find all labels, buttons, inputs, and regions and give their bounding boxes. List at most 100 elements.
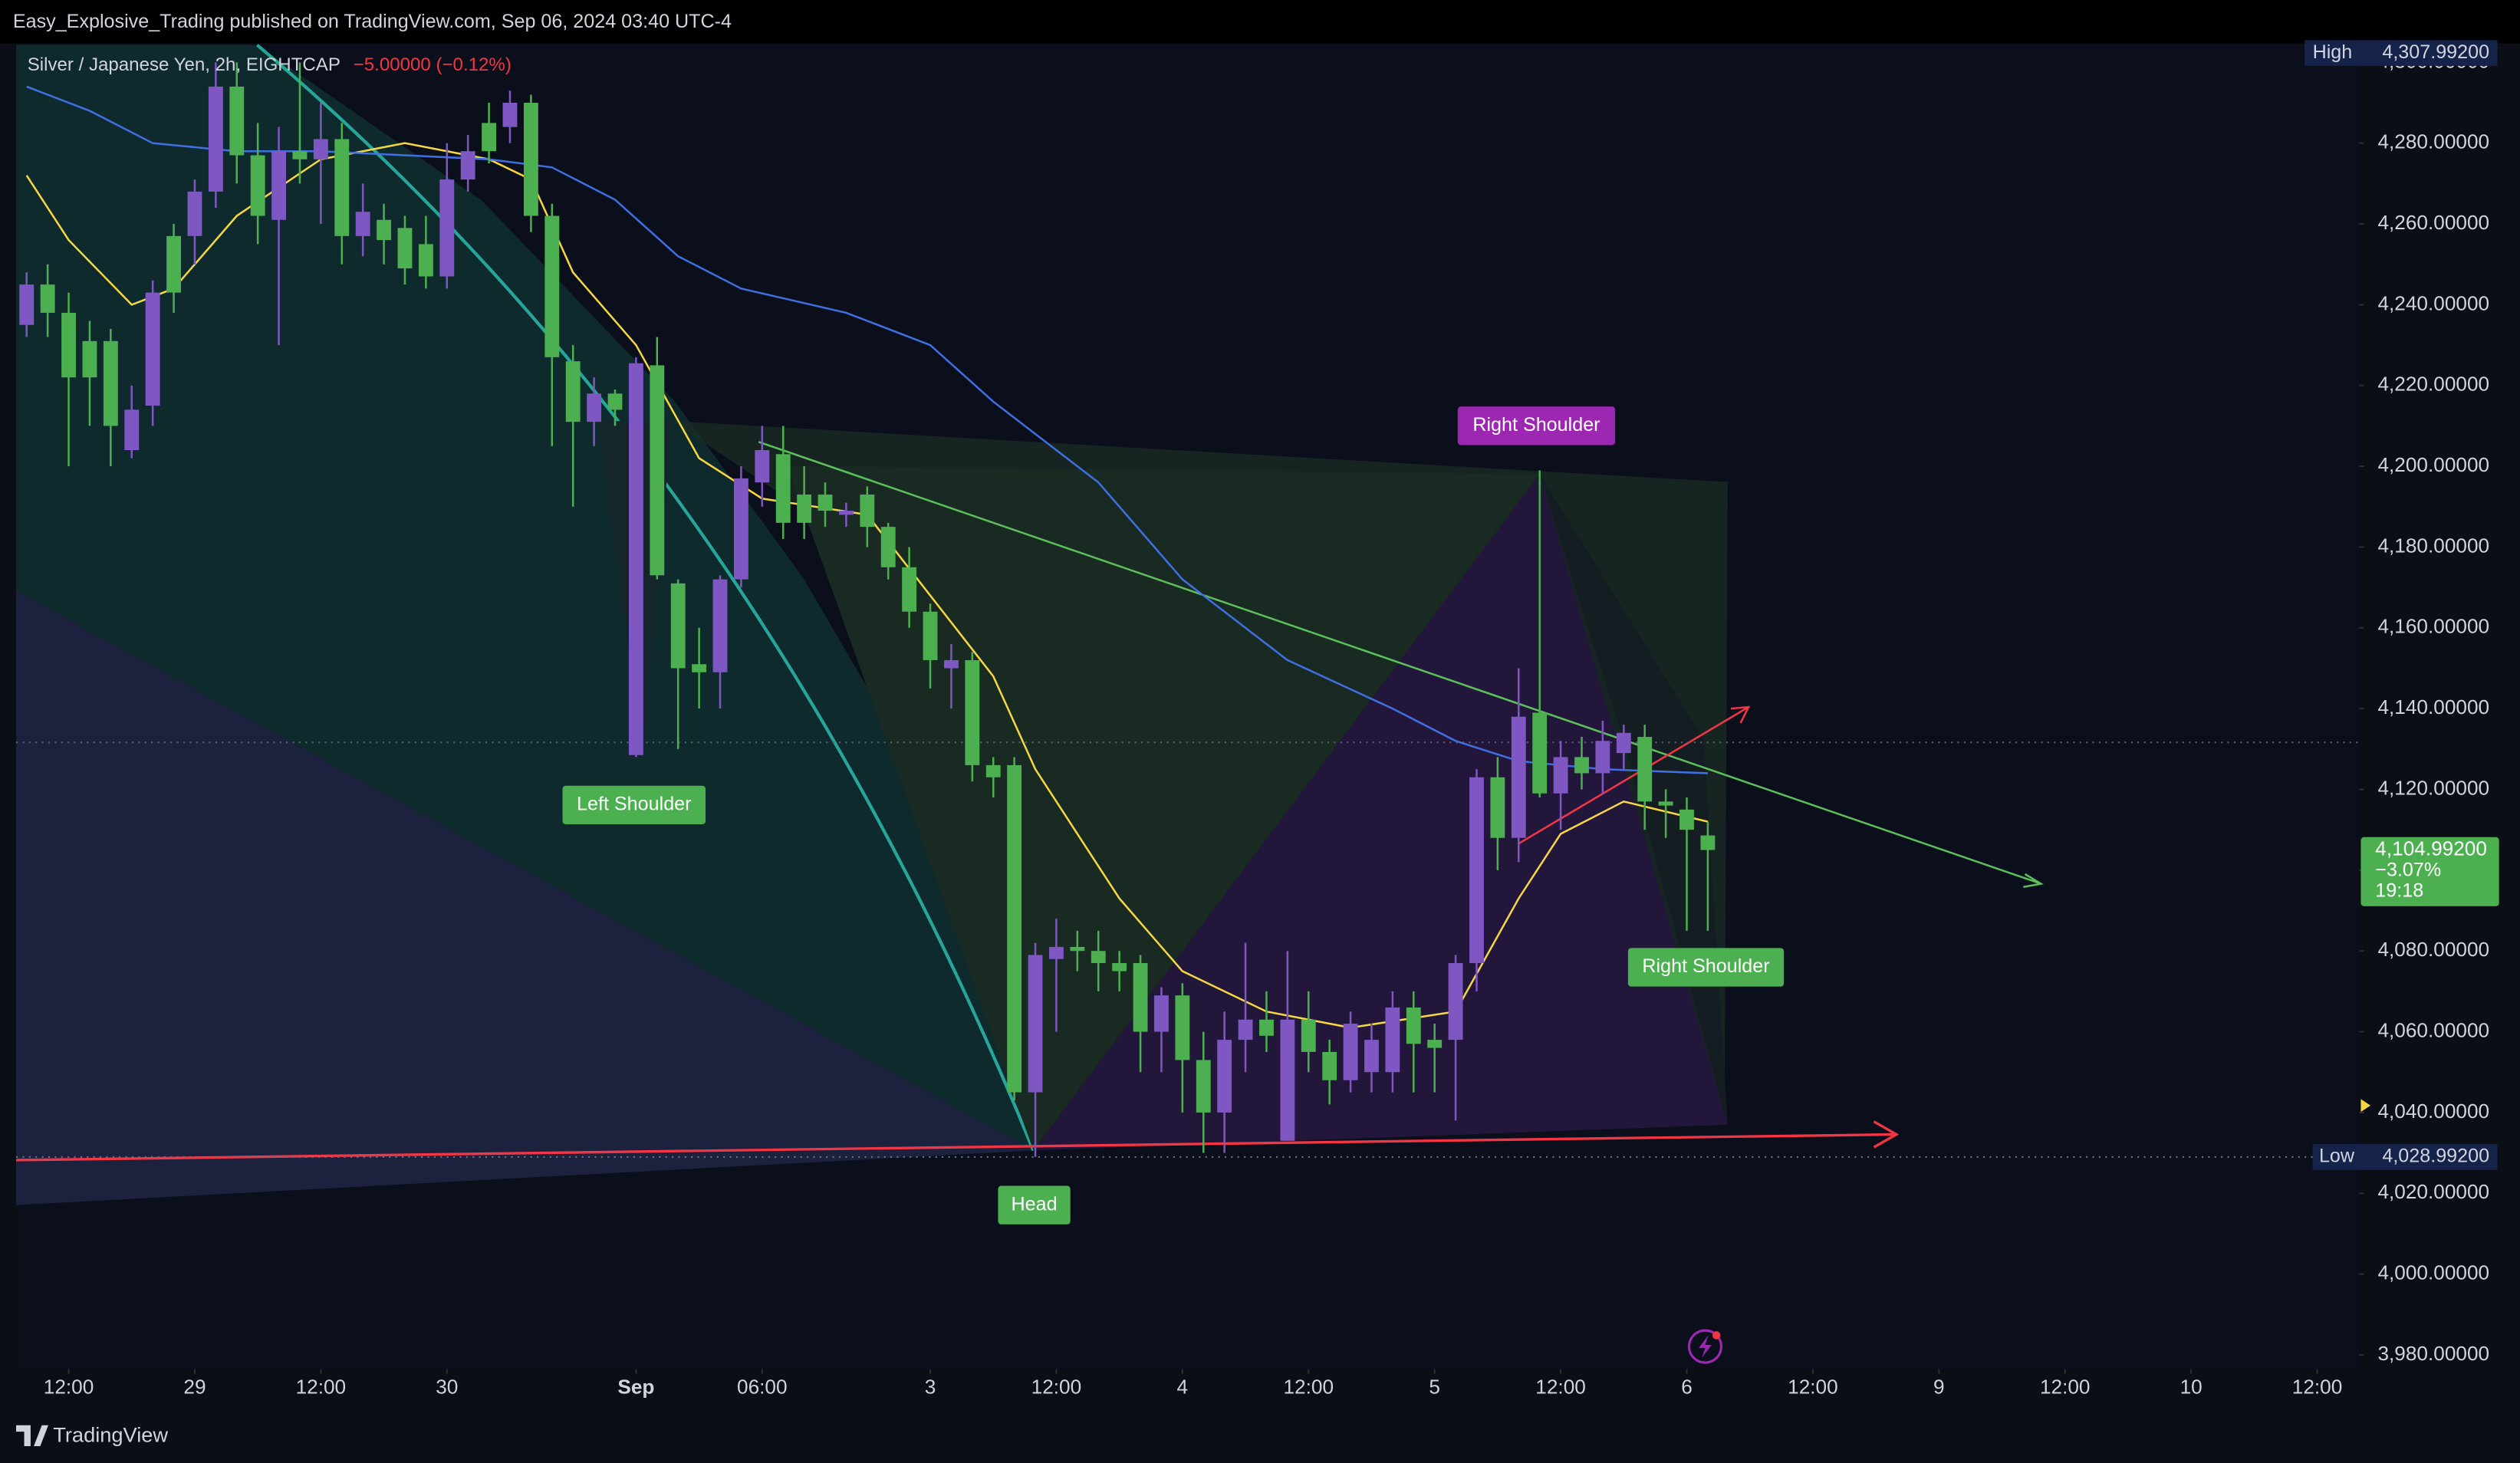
high-label: High <box>2313 41 2353 63</box>
candle-body <box>1007 764 1022 1093</box>
high-label-box <box>2305 40 2498 66</box>
shape <box>16 591 1034 1205</box>
candle-body <box>1427 1040 1443 1048</box>
x-tick-label: 12:00 <box>1535 1375 1586 1398</box>
last-price-box <box>2360 837 2499 906</box>
candle-body <box>712 579 728 672</box>
candle-body <box>1133 963 1148 1032</box>
y-tick-label: 4,080.00000 <box>2377 938 2489 961</box>
icon <box>1687 1329 1722 1364</box>
annotation: Right Shoulder <box>1472 414 1600 436</box>
candle-body <box>418 244 433 277</box>
candle-body <box>124 409 140 451</box>
x-tick-label: 29 <box>183 1375 206 1398</box>
annotation: Right Shoulder <box>1642 955 1769 977</box>
last-change: −3.07% <box>2375 859 2441 880</box>
candle-body <box>1238 1019 1253 1041</box>
candle-body <box>1679 809 1694 830</box>
x-tick-label: 30 <box>436 1375 458 1398</box>
arrow-line <box>1518 705 1749 845</box>
legend: Silver / Japanese Yen, 2h, EIGHTCAP −5.00… <box>28 54 512 75</box>
candle-body <box>82 340 97 378</box>
candle-body <box>271 151 286 220</box>
candle-body <box>145 292 160 406</box>
icon <box>1699 1335 1712 1358</box>
footer <box>0 1409 2520 1463</box>
candle-body <box>1574 757 1589 774</box>
candle-body <box>397 228 413 268</box>
candle-body <box>1070 946 1085 952</box>
candle-body <box>1322 1051 1337 1080</box>
x-tick-label: Sep <box>617 1375 654 1398</box>
candle-body <box>880 527 896 567</box>
y-tick-label: 4,200.00000 <box>2377 453 2489 476</box>
y-tick-label: 4,000.00000 <box>2377 1261 2489 1284</box>
y-tick-label: 4,280.00000 <box>2377 130 2489 153</box>
candle-body <box>1448 963 1463 1041</box>
label-box <box>1457 406 1616 445</box>
candle-body <box>544 215 560 357</box>
last-price: 4,104.99200 <box>2375 837 2487 860</box>
y-tick-label: 3,980.00000 <box>2377 1342 2489 1365</box>
header-bar <box>0 0 2520 44</box>
candle-body <box>587 393 602 422</box>
candle-body <box>1175 995 1190 1060</box>
candle-body <box>292 151 308 159</box>
candle-body <box>1490 777 1505 838</box>
label-box <box>562 785 706 825</box>
candle-body <box>482 123 497 152</box>
y-tick-label: 4,220.00000 <box>2377 373 2489 396</box>
candle-body <box>313 139 328 159</box>
countdown: 19:18 <box>2375 880 2423 902</box>
candle-body <box>103 340 118 426</box>
candle-body <box>1385 1007 1400 1073</box>
candle-body <box>1658 801 1673 806</box>
high-value: 4,307.99200 <box>2382 41 2489 63</box>
legend-change: −5.00000 (−0.12%) <box>354 54 512 75</box>
x-tick-label: 12:00 <box>2040 1375 2091 1398</box>
label-box <box>998 1185 1071 1225</box>
candle-body <box>250 155 265 216</box>
candle-body <box>1301 1019 1316 1052</box>
candle-body <box>19 284 35 325</box>
arrow-head <box>1873 1120 1900 1149</box>
x-tick-label: 3 <box>925 1375 936 1398</box>
candle-body <box>923 611 938 660</box>
icon <box>1712 1331 1721 1340</box>
y-tick-label: 4,140.00000 <box>2377 695 2489 718</box>
shape <box>787 465 1540 1151</box>
curve <box>256 44 1035 1152</box>
y-tick-label: 4,120.00000 <box>2377 776 2489 799</box>
candle-body <box>166 235 181 293</box>
x-tick-label: 12:00 <box>296 1375 347 1398</box>
x-tick-label: 12:00 <box>1031 1375 1082 1398</box>
candle-body <box>965 659 980 765</box>
y-tick-label: 4,160.00000 <box>2377 615 2489 638</box>
candle-body <box>1406 1007 1421 1044</box>
y-tick-label: 4,260.00000 <box>2377 211 2489 234</box>
y-tick-label: 4,040.00000 <box>2377 1100 2489 1123</box>
marks <box>19 62 1716 1157</box>
x-tick-label: 6 <box>1681 1375 1693 1398</box>
candle-body <box>377 219 392 241</box>
candle-body <box>902 567 917 612</box>
candle-body <box>1112 963 1127 971</box>
y-tick-label: 4,180.00000 <box>2377 534 2489 557</box>
arrow-head <box>2023 873 2044 888</box>
candle-body <box>229 86 245 156</box>
candle-body <box>1217 1040 1232 1113</box>
candle-body <box>670 583 686 669</box>
candle-body <box>755 450 770 483</box>
shape <box>1033 474 1728 1151</box>
candle-body <box>1154 995 1169 1032</box>
candle-body <box>650 365 665 576</box>
annotations: Left Shoulder Head Right Shoulder Right … <box>562 406 1785 1225</box>
legend-title: Silver / Japanese Yen, 2h, EIGHTCAP <box>28 54 340 75</box>
candle-body <box>523 103 538 216</box>
x-tick-label: 12:00 <box>1283 1375 1334 1398</box>
candle-body <box>1196 1060 1211 1113</box>
candle-body <box>1532 712 1548 794</box>
candle-body <box>502 103 518 127</box>
candle-body <box>607 393 623 410</box>
